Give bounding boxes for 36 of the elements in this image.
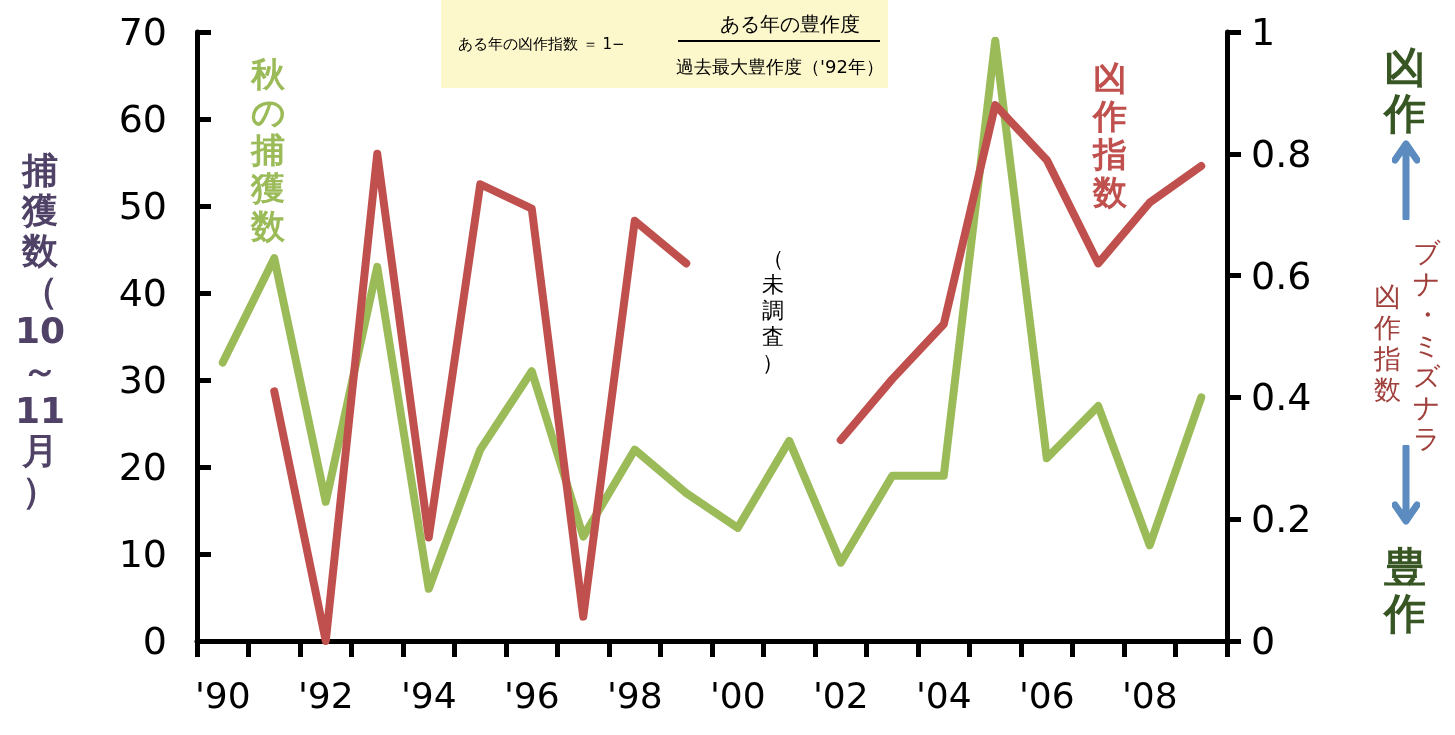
y2-tick-label: 0.4 <box>1251 375 1312 420</box>
y-tick-label: 50 <box>118 184 167 228</box>
x-tick-label: '98 <box>606 674 663 716</box>
y2-tick-label: 0.6 <box>1251 253 1312 298</box>
y2-axis-title: ブナ・ミズナラ <box>1413 236 1441 454</box>
x-tick-label: '06 <box>1018 674 1075 716</box>
y-tick-label: 20 <box>118 445 167 489</box>
text: 凶作 <box>1384 42 1426 138</box>
y2-tick-label: 0.2 <box>1251 497 1312 542</box>
x-tick-label: '08 <box>1121 674 1178 716</box>
x-tick-label: '00 <box>709 674 766 716</box>
y-tick-label: 70 <box>118 10 167 54</box>
text: 凶作 <box>1372 281 1401 343</box>
y2-tick-label: 0.8 <box>1251 131 1312 176</box>
series-label: 凶作指数 <box>1091 58 1128 212</box>
y-tick-label: 60 <box>118 97 167 141</box>
y2-tick-label: 1 <box>1251 10 1276 54</box>
x-tick-label: '02 <box>812 674 869 716</box>
y2-tick-label: 0 <box>1251 619 1276 663</box>
y-tick-label: 40 <box>118 271 167 315</box>
x-tick-label: '90 <box>194 674 251 716</box>
text: 豊作 <box>1382 542 1426 638</box>
series-label: 秋の捕獲数 <box>250 54 286 246</box>
x-tick-label: '94 <box>400 674 457 716</box>
x-tick-label: '04 <box>915 674 972 716</box>
text: 捕獲数（10～11月） <box>14 149 66 511</box>
x-tick-label: '92 <box>297 674 354 716</box>
y-tick-label: 0 <box>142 619 167 663</box>
text: 指数 <box>1373 343 1401 405</box>
annotation: ある年の豊作度 <box>720 12 860 36</box>
y-tick-label: 10 <box>118 532 167 576</box>
annotation: 過去最大豊作度（'92年） <box>676 55 884 77</box>
annotation: （未調査） <box>762 245 784 375</box>
x-tick-label: '96 <box>503 674 560 716</box>
annotation: ある年の凶作指数 ＝ 1− <box>458 35 625 53</box>
y-tick-label: 30 <box>118 358 167 402</box>
